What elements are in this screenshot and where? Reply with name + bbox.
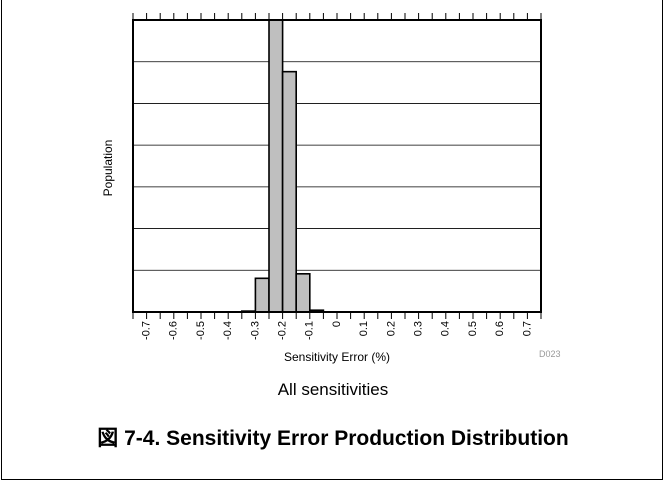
x-tick-labels: -0.7 -0.6 -0.5 -0.4 -0.3 -0.2 -0.1 0 0.1 0.2 0.3 0.… bbox=[141, 321, 534, 340]
x-tick-label: 0.1 bbox=[358, 321, 370, 336]
x-tick-label: -0.1 bbox=[304, 321, 316, 340]
grid-lines bbox=[133, 61, 541, 271]
x-tick-label: -0.7 bbox=[141, 321, 153, 340]
x-tick-label: 0 bbox=[331, 321, 343, 327]
x-axis-label: Sensitivity Error (%) bbox=[284, 350, 390, 364]
histogram-bar bbox=[254, 277, 270, 313]
plot-area bbox=[132, 19, 542, 313]
x-tick-label: 0.7 bbox=[521, 321, 533, 336]
chart-subtitle: All sensitivities bbox=[277, 380, 389, 399]
histogram-bars bbox=[241, 19, 325, 313]
x-tick-label: -0.3 bbox=[249, 321, 261, 340]
x-tick-label: -0.4 bbox=[222, 321, 234, 340]
histogram-bar bbox=[281, 70, 298, 313]
x-tick-label: -0.5 bbox=[195, 321, 207, 340]
histogram-bar bbox=[268, 19, 284, 313]
x-tick-label: 0.2 bbox=[385, 321, 397, 336]
histogram-bar bbox=[295, 273, 311, 313]
figure-caption: 図 7-4. Sensitivity Error Production Dist… bbox=[97, 427, 569, 450]
x-tick-label: 0.4 bbox=[440, 321, 452, 336]
x-tick-label: -0.2 bbox=[277, 321, 289, 340]
y-axis-label: Population bbox=[101, 140, 115, 197]
x-tick-label: 0.5 bbox=[467, 321, 479, 336]
x-tick-label: -0.6 bbox=[168, 321, 180, 340]
x-tick-label: 0.3 bbox=[413, 321, 425, 336]
axis-ticks bbox=[132, 13, 542, 319]
histogram-chart: -0.7 -0.6 -0.5 -0.4 -0.3 -0.2 -0.1 0 0.1 0.2 0.3 0.… bbox=[101, 13, 561, 364]
figure-code: D023 bbox=[539, 349, 561, 359]
x-tick-label: 0.6 bbox=[494, 321, 506, 336]
